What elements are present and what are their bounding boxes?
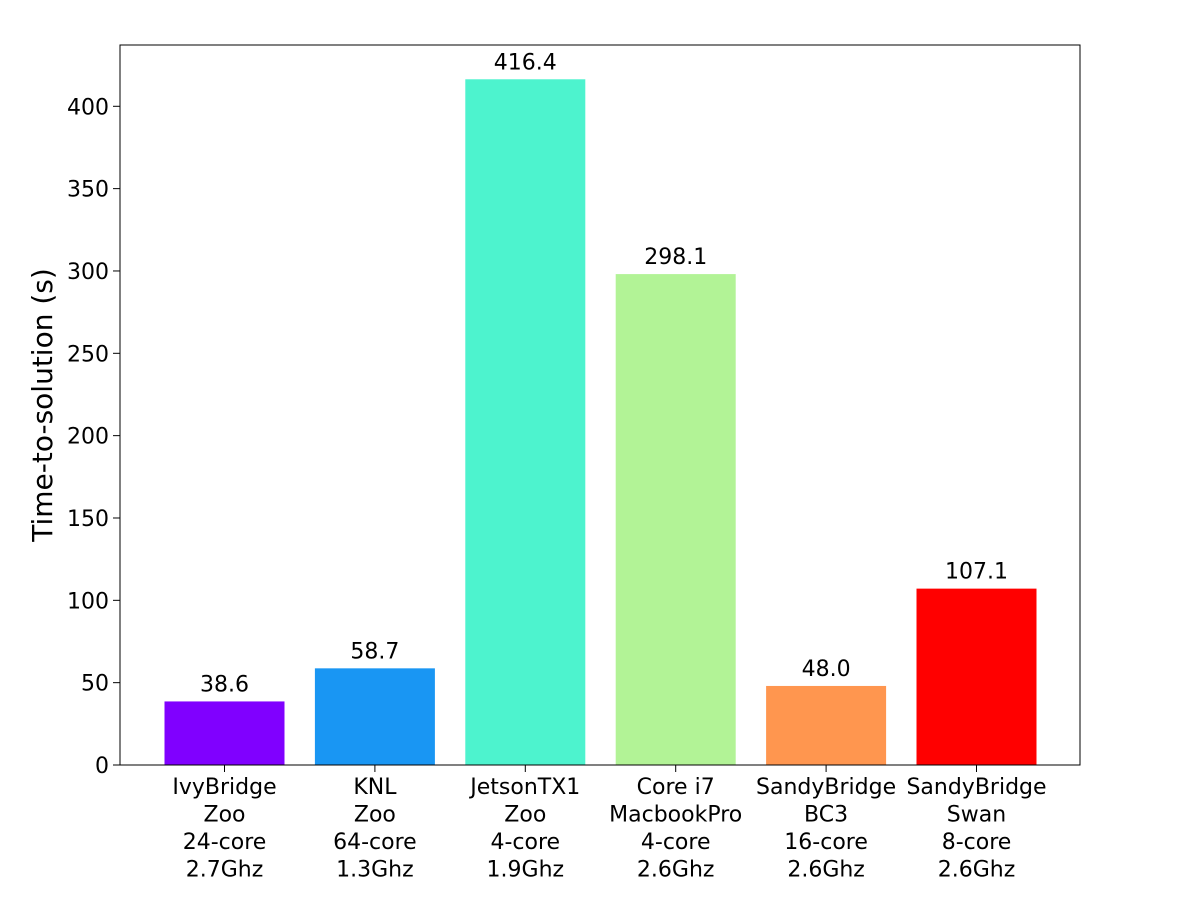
x-tick-label-line: Zoo	[504, 803, 546, 828]
x-tick-label-line: 2.6Ghz	[637, 858, 715, 883]
x-tick-label-line: Swan	[947, 803, 1006, 828]
x-tick-label-line: KNL	[353, 775, 397, 800]
bar-value-label: 58.7	[350, 639, 399, 664]
bar	[465, 79, 586, 766]
x-tick-label-line: 16-core	[784, 830, 868, 855]
x-tick-label-line: IvyBridge	[172, 775, 276, 800]
x-tick-label-line: 2.7Ghz	[186, 858, 264, 883]
bar-value-label: 38.6	[200, 672, 249, 697]
bar	[766, 685, 887, 765]
x-tick-label: IvyBridge Zoo 24-core 2.7Ghz	[172, 775, 276, 883]
x-tick-label-line: SandyBridge	[906, 775, 1046, 800]
bar	[916, 588, 1037, 765]
y-tick-label: 250	[67, 342, 109, 367]
y-axis-label: Time-to-solution (s)	[26, 268, 59, 543]
bar-value-label: 48.0	[802, 657, 851, 682]
y-tick-label: 100	[67, 589, 109, 614]
bar-value-label: 107.1	[945, 560, 1008, 585]
x-tick-label: SandyBridge Swan 8-core 2.6Ghz	[906, 775, 1046, 883]
x-tick-label-line: SandyBridge	[756, 775, 896, 800]
x-tick-label-line: 64-core	[333, 830, 417, 855]
x-tick-label-line: JetsonTX1	[468, 775, 580, 800]
x-tick-label: JetsonTX1 Zoo 4-core 1.9Ghz	[468, 775, 580, 883]
value-labels-group: 38.6 58.7 416.4 298.1 48.0 107.1	[200, 50, 1008, 697]
y-tick-label: 200	[67, 425, 109, 450]
x-tick-label-line: 1.3Ghz	[336, 858, 414, 883]
bar	[615, 274, 736, 765]
x-tick-label-line: 1.9Ghz	[487, 858, 565, 883]
x-tick-label: SandyBridge BC3 16-core 2.6Ghz	[756, 775, 896, 883]
x-tick-label-line: Zoo	[354, 803, 396, 828]
plot-frame	[119, 44, 1081, 766]
bars-group	[164, 79, 1037, 766]
x-tick-label-line: BC3	[804, 803, 848, 828]
y-tick-label: 0	[95, 754, 109, 779]
bar-value-label: 298.1	[644, 245, 707, 270]
x-tick-label-line: 4-core	[491, 830, 561, 855]
x-tick-label: Core i7 MacbookPro 4-core 2.6Ghz	[609, 775, 742, 883]
y-tick-label: 400	[67, 95, 109, 120]
x-tick-label-line: Core i7	[637, 775, 715, 800]
y-tick-label: 350	[67, 178, 109, 203]
y-tick-label: 50	[81, 672, 109, 697]
bar	[314, 668, 435, 765]
bar	[164, 701, 285, 765]
x-tick-label-line: 2.6Ghz	[938, 858, 1016, 883]
y-tick-label: 150	[67, 507, 109, 532]
bar-value-label: 416.4	[494, 50, 557, 75]
x-tick-label-line: 2.6Ghz	[787, 858, 865, 883]
x-tick-label-line: 24-core	[183, 830, 267, 855]
x-tick-label-line: Zoo	[204, 803, 246, 828]
x-tick-label-line: 4-core	[641, 830, 711, 855]
y-axis: 0 50 100 150 200 250 300 350 400	[67, 95, 120, 779]
x-tick-label-line: 8-core	[942, 830, 1012, 855]
x-tick-label-line: MacbookPro	[609, 803, 742, 828]
y-tick-label: 300	[67, 260, 109, 285]
x-tick-label: KNL Zoo 64-core 1.3Ghz	[333, 775, 417, 883]
